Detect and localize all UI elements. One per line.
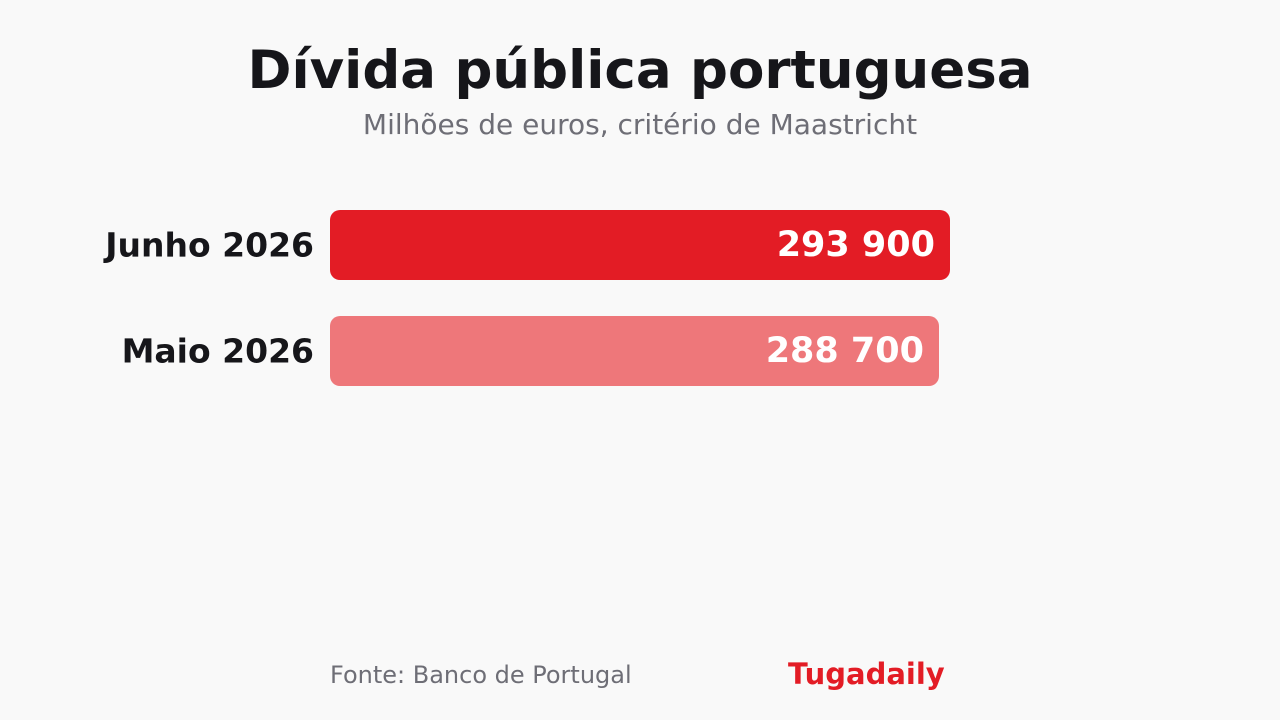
- brand-logo: Tugadaily: [788, 657, 945, 691]
- bar-1: [330, 210, 950, 280]
- chart-title: Dívida pública portuguesa: [247, 40, 1033, 101]
- bar-2: [330, 316, 939, 386]
- source-note: Fonte: Banco de Portugal: [330, 661, 632, 689]
- category-label-2: Maio 2026: [122, 332, 314, 371]
- value-label-1: 293 900: [777, 225, 935, 265]
- category-label-1: Junho 2026: [103, 226, 314, 265]
- chart-subtitle: Milhões de euros, critério de Maastricht: [362, 108, 918, 141]
- value-label-2: 288 700: [766, 331, 924, 371]
